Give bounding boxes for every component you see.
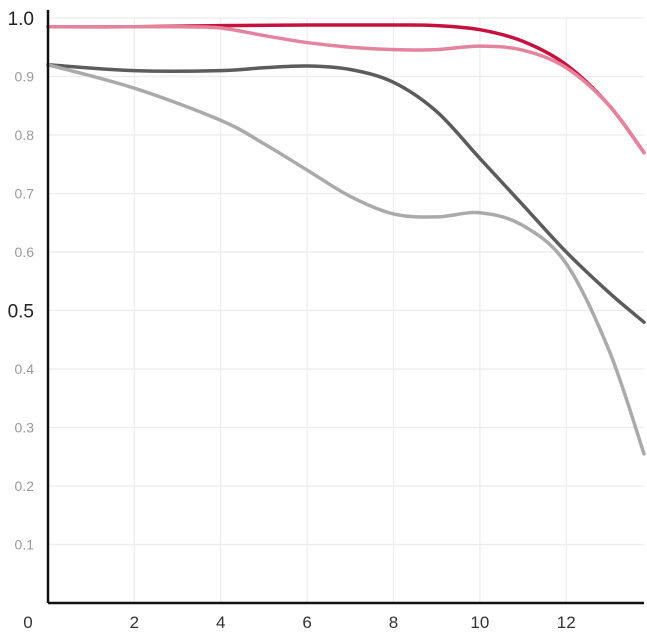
y-tick-label-0.3: 0.3 xyxy=(15,420,35,436)
series-line-4 xyxy=(46,63,646,456)
y-tick-label-1.0: 1.0 xyxy=(8,9,34,30)
y-tick-label-0.7: 0.7 xyxy=(15,186,35,202)
x-tick-label-12: 12 xyxy=(557,613,576,632)
axes xyxy=(46,10,644,605)
series-line-2 xyxy=(46,24,646,155)
series-lines xyxy=(46,23,646,456)
x-tick-label-4: 4 xyxy=(216,613,225,632)
y-tick-label-0.8: 0.8 xyxy=(15,127,35,143)
x-tick-label-10: 10 xyxy=(470,613,489,632)
y-tick-label-0.5: 0.5 xyxy=(8,302,34,323)
y-tick-label-0.9: 0.9 xyxy=(15,69,35,85)
origin-label: 0 xyxy=(23,613,32,632)
grid xyxy=(48,17,644,603)
x-tick-label-6: 6 xyxy=(302,613,311,632)
series-line-3 xyxy=(46,63,646,324)
y-tick-label-0.4: 0.4 xyxy=(15,361,35,377)
y-tick-label-0.1: 0.1 xyxy=(15,537,35,553)
x-tick-label-8: 8 xyxy=(389,613,398,632)
x-tick-label-2: 2 xyxy=(130,613,139,632)
y-tick-label-0.6: 0.6 xyxy=(15,244,35,260)
tick-labels: 0.1 0.2 0.3 0.4 0.5 0.6 0.7 0.8 0.9 1.0 2 4 6 8 10 12 0 xyxy=(8,9,576,632)
y-tick-label-0.2: 0.2 xyxy=(15,478,35,494)
